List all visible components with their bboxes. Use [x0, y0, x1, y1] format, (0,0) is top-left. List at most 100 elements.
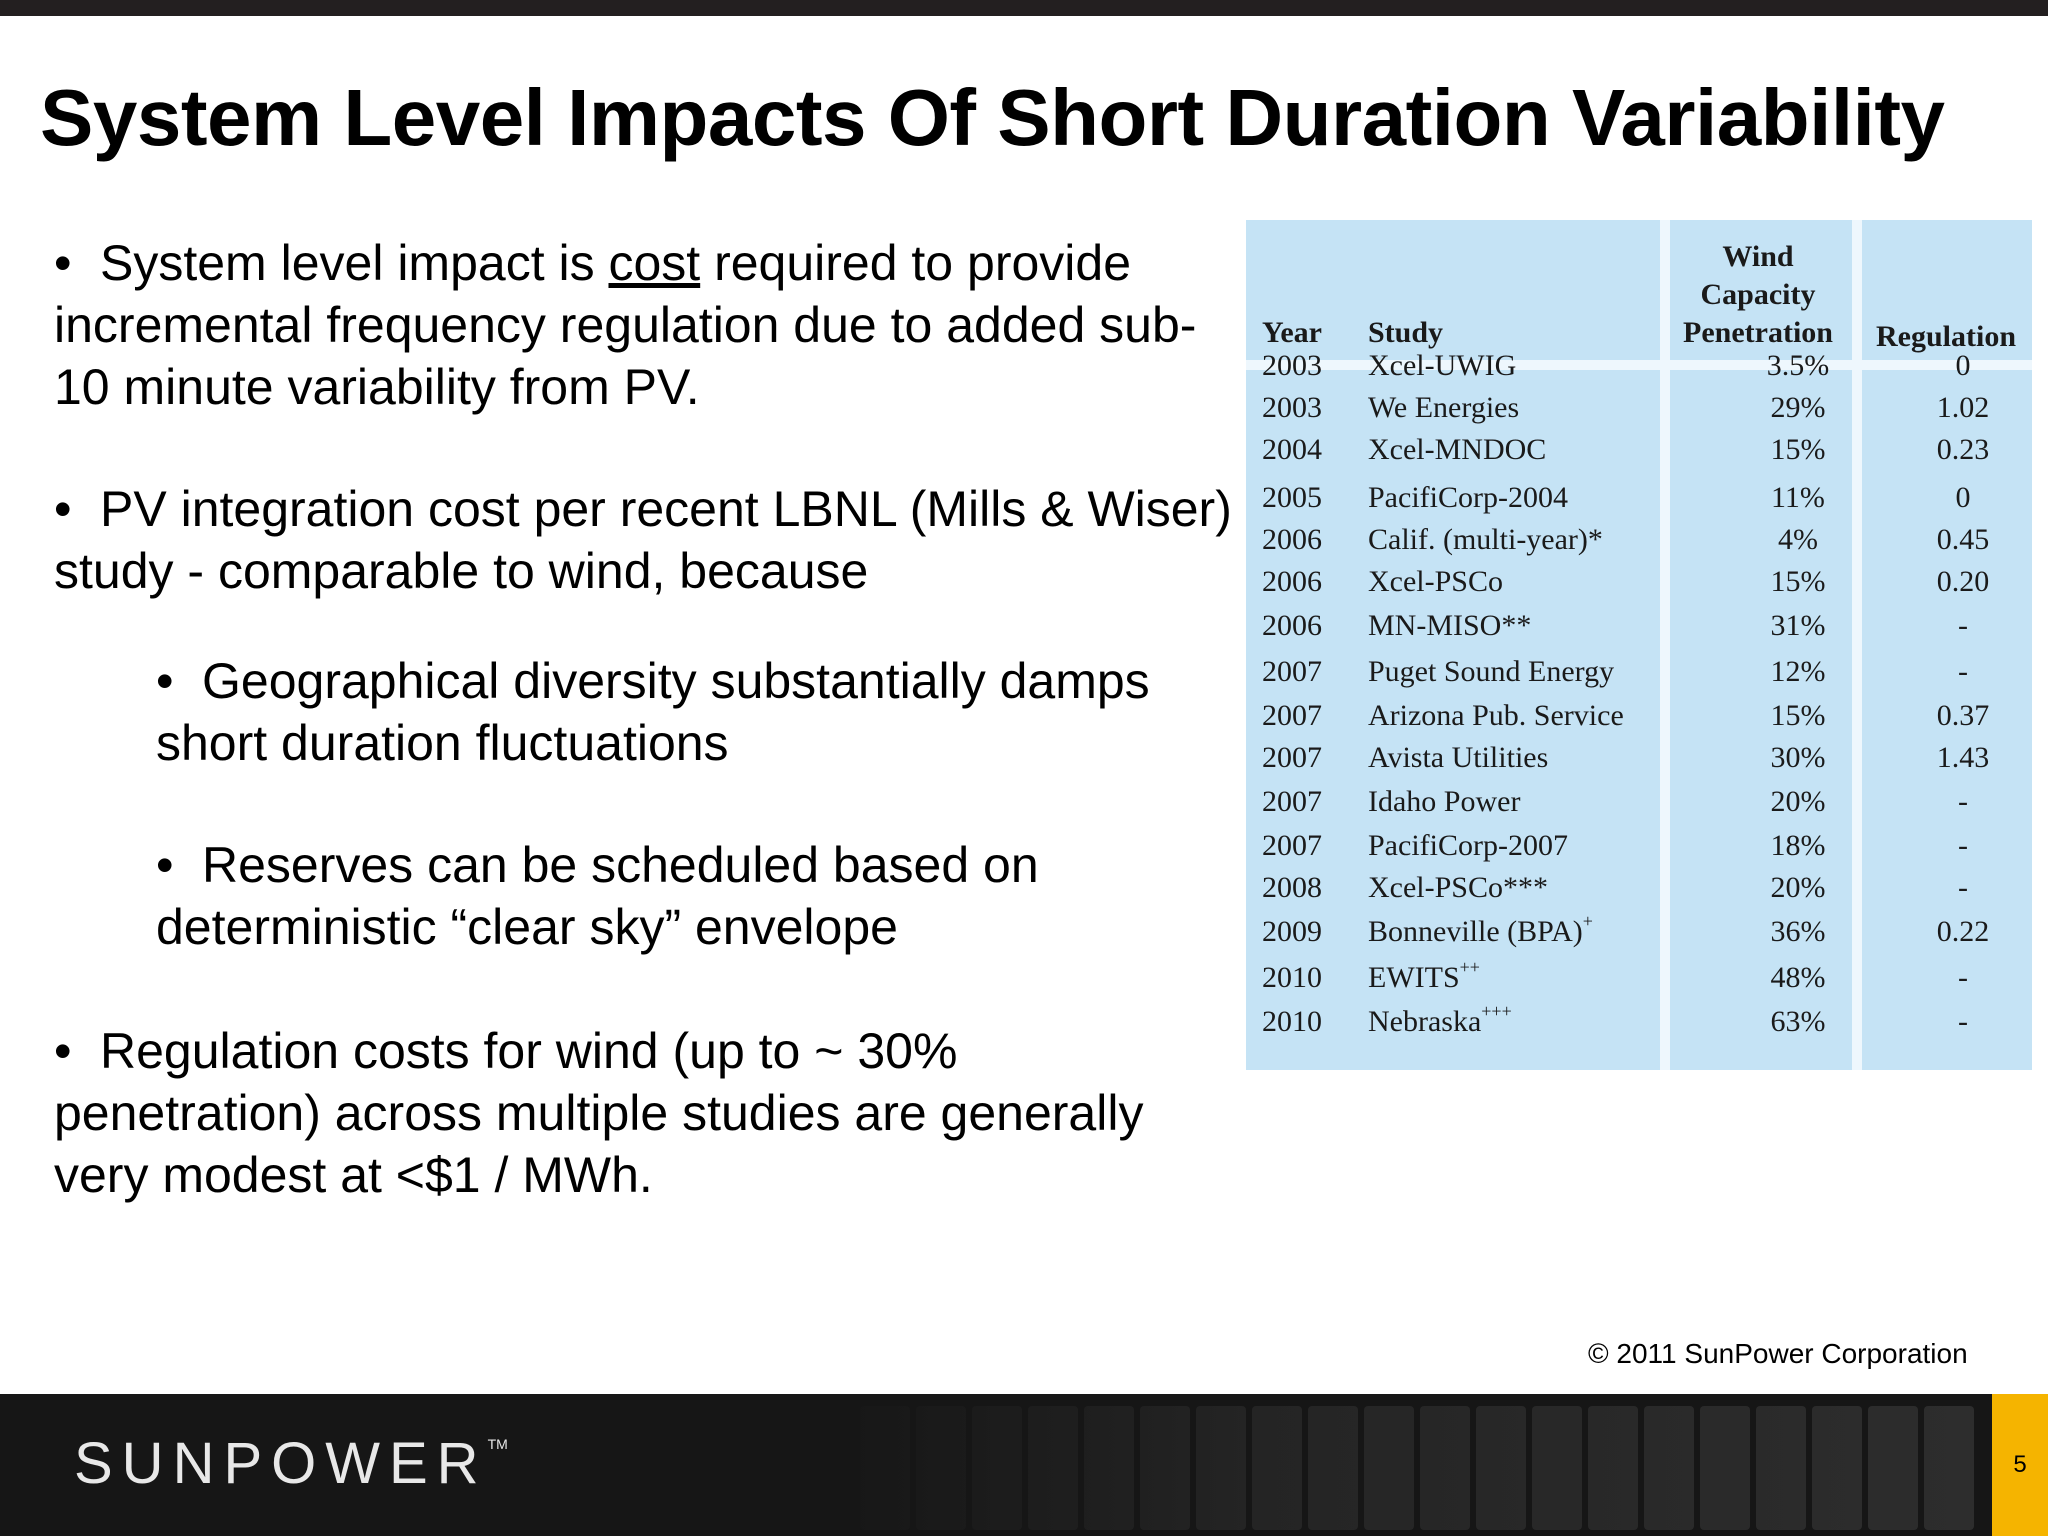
table-row: 2007 Arizona Pub. Service 15% 0.37: [1246, 695, 2032, 737]
cell-study: Xcel-MNDOC: [1368, 433, 1547, 466]
header-regulation: Regulation: [1876, 320, 2017, 353]
table-row: 2005 PacifiCorp-2004 11% 0: [1246, 477, 2032, 519]
cell-regulation: -: [1958, 609, 1968, 642]
cell-year: 2007: [1262, 655, 1322, 688]
cell-penetration: 29%: [1770, 391, 1826, 424]
page-number-tab: 5: [1992, 1394, 2048, 1536]
cell-regulation: 0: [1955, 349, 1971, 382]
cell-regulation: 1.43: [1936, 741, 1990, 774]
cell-year: 2009: [1262, 915, 1322, 948]
page-number: 5: [2013, 1451, 2027, 1478]
footer-band: SUNPOWERTM 5: [0, 1394, 2048, 1536]
cell-penetration: 63%: [1770, 1005, 1826, 1038]
slide-body: • System level impact is cost required to…: [54, 232, 1234, 1206]
cell-year: 2006: [1262, 523, 1322, 556]
cell-study: EWITS++: [1368, 957, 1480, 994]
cell-study: PacifiCorp-2007: [1368, 829, 1568, 862]
header-separator: [1246, 360, 2032, 370]
cell-year: 2007: [1262, 741, 1322, 774]
bullet-pv-integration: • PV integration cost per recent LBNL (Mi…: [54, 478, 1234, 602]
table-row: 2003 We Energies 29% 1.02: [1246, 387, 2032, 429]
cell-year: 2010: [1262, 961, 1322, 994]
cell-study: Xcel-PSCo***: [1368, 871, 1548, 904]
cell-penetration: 4%: [1778, 523, 1818, 556]
header-year: Year: [1262, 316, 1322, 349]
cell-regulation: -: [1958, 1005, 1968, 1038]
copyright-notice: © 2011 SunPower Corporation: [1588, 1338, 1968, 1369]
header-penetration: Wind Capacity Penetration: [1683, 240, 1833, 349]
cell-study: Xcel-UWIG: [1368, 349, 1517, 382]
table-row: 2007 Avista Utilities 30% 1.43: [1246, 737, 2032, 779]
column-separator: [1660, 220, 1670, 1070]
bullet-system-impact: • System level impact is cost required to…: [54, 232, 1234, 418]
cell-penetration: 15%: [1770, 565, 1826, 598]
sub-bullet-geographical: • Geographical diversity substantially da…: [156, 650, 1234, 774]
cell-year: 2004: [1262, 433, 1322, 466]
wind-regulation-table: Year Study Wind Capacity Penetration Reg…: [1246, 220, 2032, 1070]
underlined-word: cost: [608, 235, 701, 291]
cell-year: 2007: [1262, 829, 1322, 862]
table-row: 2009 Bonneville (BPA)+ 36% 0.22: [1246, 911, 2032, 953]
cell-year: 2003: [1262, 391, 1322, 424]
table-row: 2007 Idaho Power 20% -: [1246, 781, 2032, 823]
bullet-mark: •: [54, 1023, 72, 1079]
cell-penetration: 15%: [1770, 699, 1826, 732]
cell-study: MN-MISO**: [1368, 609, 1532, 642]
table-row: 2006 Calif. (multi-year)* 4% 0.45: [1246, 519, 2032, 561]
cell-regulation: -: [1958, 829, 1968, 862]
cell-regulation: -: [1958, 871, 1968, 904]
cell-study: Puget Sound Energy: [1368, 655, 1615, 688]
cell-year: 2006: [1262, 609, 1322, 642]
cell-year: 2008: [1262, 871, 1322, 904]
cell-regulation: 0.23: [1936, 433, 1990, 466]
cell-penetration: 20%: [1770, 785, 1826, 818]
cell-study: Avista Utilities: [1368, 741, 1549, 774]
cell-penetration: 31%: [1770, 609, 1826, 642]
cell-year: 2005: [1262, 481, 1322, 514]
column-separator: [1852, 220, 1862, 1070]
cell-regulation: 0.20: [1936, 565, 1990, 598]
cell-regulation: 0: [1955, 481, 1971, 514]
table-row: 2010 Nebraska+++ 63% -: [1246, 1001, 2032, 1043]
table-row: 2007 Puget Sound Energy 12% -: [1246, 651, 2032, 693]
footnote-mark: ++: [1459, 957, 1480, 977]
cell-study: Xcel-PSCo: [1368, 565, 1503, 598]
cell-regulation: -: [1958, 655, 1968, 688]
cell-year: 2003: [1262, 349, 1322, 382]
cell-study: PacifiCorp-2004: [1368, 481, 1568, 514]
cell-penetration: 3.5%: [1766, 349, 1830, 382]
table-row: 2006 MN-MISO** 31% -: [1246, 605, 2032, 647]
table-row: 2007 PacifiCorp-2007 18% -: [1246, 825, 2032, 867]
bullet-mark: •: [54, 481, 72, 537]
bullet-mark: •: [156, 653, 174, 709]
cell-study: Nebraska+++: [1368, 1001, 1512, 1038]
cell-regulation: 0.22: [1936, 915, 1990, 948]
header-study: Study: [1368, 316, 1444, 349]
cell-study: Calif. (multi-year)*: [1368, 523, 1603, 556]
cell-study: Bonneville (BPA)+: [1368, 911, 1593, 948]
top-bar: [0, 0, 2048, 16]
cell-study: Arizona Pub. Service: [1368, 699, 1624, 732]
cell-penetration: 36%: [1770, 915, 1826, 948]
cell-penetration: 30%: [1770, 741, 1826, 774]
table-row: 2008 Xcel-PSCo*** 20% -: [1246, 867, 2032, 909]
cell-year: 2010: [1262, 1005, 1322, 1038]
cell-year: 2006: [1262, 565, 1322, 598]
table-row: 2010 EWITS++ 48% -: [1246, 957, 2032, 999]
cell-study: We Energies: [1368, 391, 1520, 424]
cell-year: 2007: [1262, 785, 1322, 818]
footnote-mark: +++: [1481, 1001, 1512, 1021]
table-row: 2006 Xcel-PSCo 15% 0.20: [1246, 561, 2032, 603]
cell-regulation: -: [1958, 961, 1968, 994]
cell-penetration: 15%: [1770, 433, 1826, 466]
cell-penetration: 20%: [1770, 871, 1826, 904]
cell-penetration: 11%: [1771, 481, 1825, 514]
bullet-mark: •: [54, 235, 72, 291]
cell-regulation: 1.02: [1936, 391, 1990, 424]
cell-study: Idaho Power: [1368, 785, 1521, 818]
cell-regulation: 0.45: [1936, 523, 1990, 556]
sub-bullet-reserves: • Reserves can be scheduled based on dete…: [156, 834, 1234, 958]
table-row: 2003 Xcel-UWIG 3.5% 0: [1246, 345, 2032, 387]
sunpower-logo: SUNPOWERTM: [74, 1431, 508, 1496]
table-row: 2004 Xcel-MNDOC 15% 0.23: [1246, 429, 2032, 471]
